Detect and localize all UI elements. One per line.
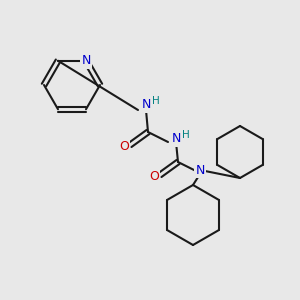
Text: N: N	[141, 98, 151, 112]
Text: O: O	[119, 140, 129, 154]
Text: H: H	[152, 96, 160, 106]
Text: N: N	[81, 54, 91, 67]
Text: N: N	[171, 133, 181, 146]
Text: O: O	[149, 170, 159, 184]
Text: H: H	[182, 130, 190, 140]
Text: N: N	[195, 164, 205, 176]
